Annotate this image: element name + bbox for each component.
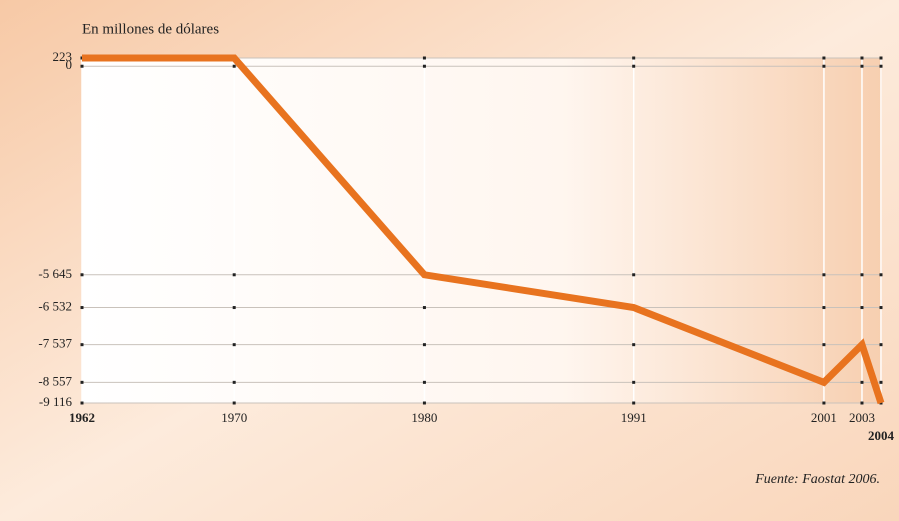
x-tick-label: 1962	[69, 410, 95, 425]
tick-mark	[232, 343, 236, 347]
source: Fuente: Faostat 2006.	[754, 472, 880, 487]
y-tick-label: -7 537	[38, 336, 72, 351]
x-tick-label: 2001	[811, 410, 837, 425]
tick-mark	[879, 306, 883, 310]
x-tick-label: 1970	[221, 410, 247, 425]
tick-mark	[80, 380, 84, 384]
line	[82, 54, 885, 405]
tick-mark	[860, 401, 864, 405]
tick-mark	[80, 306, 84, 310]
tick-mark	[822, 306, 826, 310]
tick-mark	[80, 343, 84, 347]
tick-mark	[822, 56, 826, 60]
tick-mark	[860, 64, 864, 68]
tick-mark	[232, 64, 236, 68]
x-tick-label: 2004	[868, 428, 895, 443]
plot-area	[82, 58, 882, 403]
tick-mark	[422, 56, 426, 60]
tick-mark	[422, 380, 426, 384]
chart-title: En millones de dólares	[82, 21, 219, 37]
y-tick-label: -5 645	[38, 266, 72, 281]
tick-mark	[632, 343, 636, 347]
tick-mark	[422, 401, 426, 405]
tick-mark	[632, 380, 636, 384]
tick-mark	[632, 64, 636, 68]
y-tick-label: -6 532	[38, 299, 72, 314]
tick-mark	[80, 64, 84, 68]
tick-mark	[232, 306, 236, 310]
x-tick-label: 1991	[621, 410, 647, 425]
tick-mark	[422, 306, 426, 310]
tick-mark	[422, 343, 426, 347]
y-tick-label: 0	[66, 57, 73, 72]
y-tick-label: -8 557	[38, 373, 72, 388]
x-tick-label: 2003	[849, 410, 875, 425]
tick-mark	[632, 56, 636, 60]
tick-mark	[822, 343, 826, 347]
tick-mark	[632, 273, 636, 277]
tick-mark	[822, 401, 826, 405]
y-tick-label: 223	[53, 49, 73, 64]
tick-mark	[860, 56, 864, 60]
tick-mark	[632, 401, 636, 405]
tick-mark	[232, 401, 236, 405]
tick-mark	[860, 380, 864, 384]
y-tick-label: -9 116	[39, 394, 73, 409]
tick-mark	[879, 56, 883, 60]
tick-mark	[879, 64, 883, 68]
tick-mark	[860, 273, 864, 277]
tick-mark	[879, 380, 883, 384]
tick-mark	[860, 306, 864, 310]
tick-mark	[422, 64, 426, 68]
tick-mark	[879, 343, 883, 347]
tick-mark	[80, 273, 84, 277]
tick-mark	[80, 401, 84, 405]
tick-mark	[879, 273, 883, 277]
tick-mark	[232, 273, 236, 277]
tick-mark	[822, 273, 826, 277]
x-tick-label: 1980	[411, 410, 437, 425]
tick-mark	[822, 64, 826, 68]
tick-mark	[232, 380, 236, 384]
